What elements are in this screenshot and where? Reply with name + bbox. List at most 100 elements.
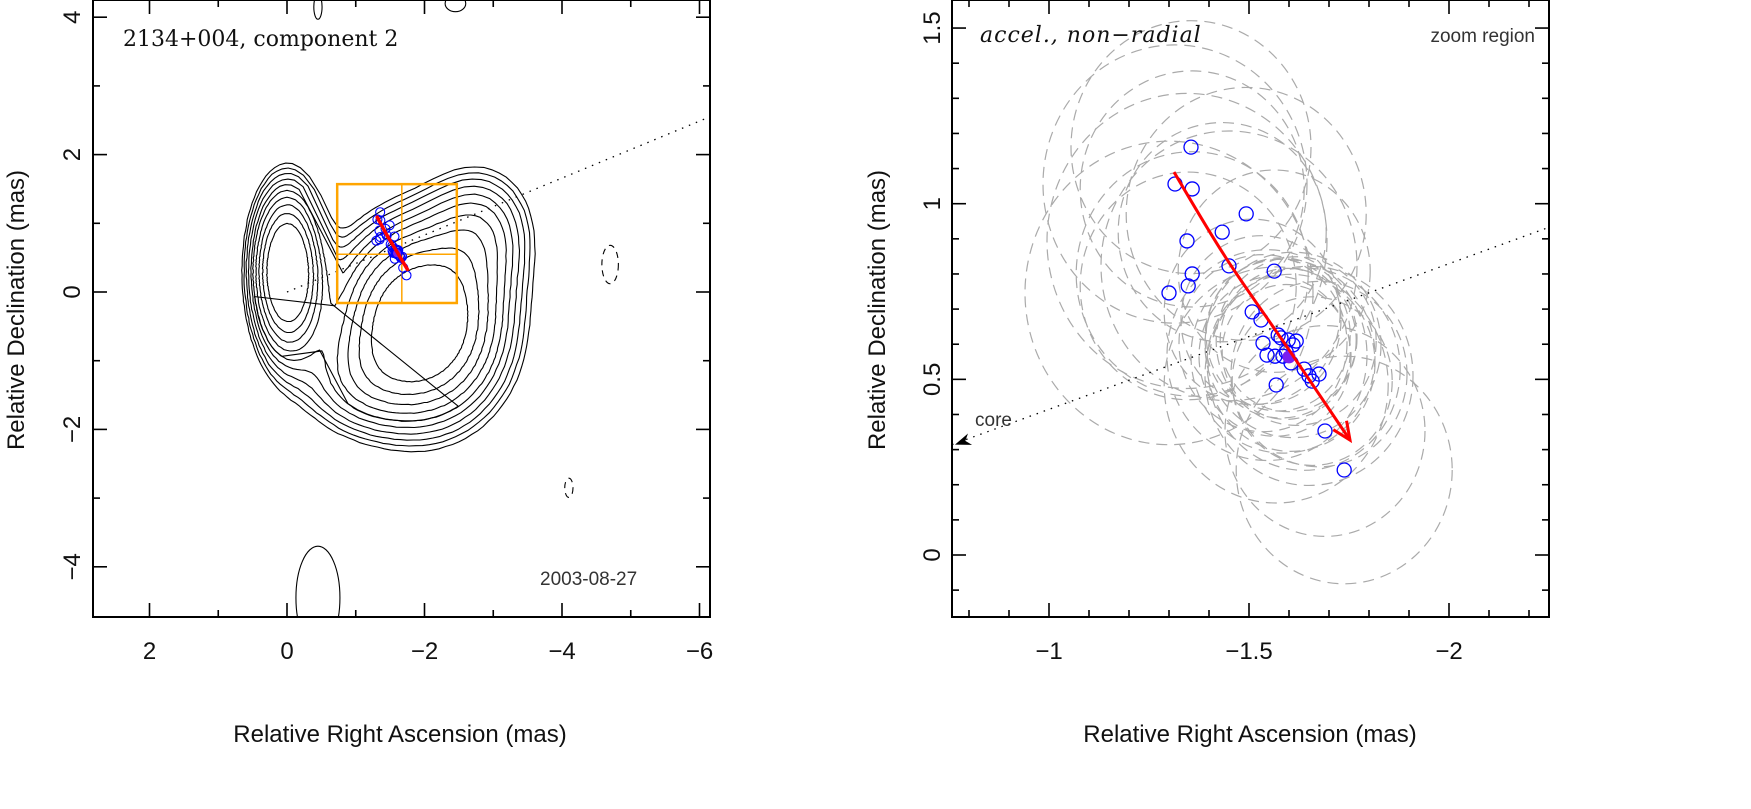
right-panel-zoom: −1 −1.5 −2 0 0.5 1 1.5 accel., non−radial zoom… [864,0,1550,748]
component-size-ellipse [1166,249,1368,462]
contour-line [255,196,324,352]
component-position-marker [1259,347,1275,363]
left-frame [92,0,711,618]
component-size-ellipse [1075,151,1309,397]
component-size-ellipse [1024,140,1314,446]
component-position-marker [1317,423,1333,439]
component-position-marker [1266,263,1282,279]
y-tick-label: 1 [919,197,946,210]
component-size-ellipse [1206,273,1376,452]
y-tick-label: −4 [59,553,86,580]
zoom-region-box [335,182,459,305]
left-y-axis-label: Relative Declination (mas) [3,170,30,450]
right-plot-area [952,20,1549,585]
component-size-ellipse [1042,44,1308,324]
contour-line [241,162,536,453]
contour-line [243,167,531,447]
component-size-ellipse [1215,256,1377,426]
component-size-ellipse [1235,355,1453,585]
x-tick-label: 0 [280,638,293,665]
component-size-ellipse [1070,20,1312,275]
y-tick-label: 0 [919,548,946,561]
y-tick-label: 0.5 [919,363,946,396]
x-tick-label: −6 [686,638,713,665]
x-tick-label: −2 [1435,638,1462,665]
component-position-marker [1161,285,1177,301]
component-size-ellipse [1163,266,1389,504]
component-position-marker [1221,258,1237,274]
contour-line [444,0,467,13]
component-position-marker [1183,139,1199,155]
component-position-marker [401,270,412,281]
x-tick-label: −2 [411,638,438,665]
contour-line [313,0,323,20]
negative-contour [564,477,574,498]
component-size-ellipse [1125,86,1367,341]
component-position-marker [375,207,386,218]
x-tick-label: −1.5 [1225,638,1272,665]
component-position-marker [1180,278,1196,294]
right-x-axis-label: Relative Right Ascension (mas) [1083,721,1416,748]
x-tick-label: −4 [548,638,575,665]
contour-line [295,545,341,617]
right-y-axis-label: Relative Declination (mas) [864,170,891,450]
component-position-marker [1179,233,1195,249]
component-position-marker [1304,373,1320,389]
component-size-ellipse [1221,283,1351,420]
zoom-region-label: zoom region [1430,26,1535,47]
y-tick-label: 2 [59,148,86,161]
component-position-marker [389,231,400,242]
negative-contour [601,244,619,285]
core-direction-line [286,116,710,293]
core-label: core [975,410,1012,431]
contour-line [247,178,521,435]
trajectory-arrowhead-icon [1332,420,1353,444]
component-size-ellipse [1079,70,1305,308]
contour-line [347,229,489,406]
contour-line [258,204,319,343]
component-position-marker [1336,462,1352,478]
component-size-ellipse [1231,296,1393,467]
component-position-marker [1273,330,1289,346]
left-panel-contour-map: 2 0 −2 −4 −6 4 2 0 −2 −4 2134+004, component 2 20… [3,0,713,748]
y-tick-label: 4 [59,11,86,24]
component-size-ellipse [1117,121,1327,343]
component-position-marker [1214,224,1230,240]
left-x-axis-label: Relative Right Ascension (mas) [233,721,566,748]
core-direction-line [952,226,1549,446]
component-position-marker [1238,206,1254,222]
component-size-ellipse [1207,267,1401,471]
right-ticks: −1 −1.5 −2 0 0.5 1 1.5 [919,0,1549,665]
left-title: 2134+004, component 2 [123,27,398,52]
contour-line [266,222,310,323]
component-size-ellipse [1204,265,1414,487]
trajectory-arrow [1172,171,1352,441]
contour-line [370,264,469,383]
left-ticks: 2 0 −2 −4 −6 4 2 0 −2 −4 [59,0,713,665]
y-tick-label: −2 [59,416,86,443]
x-tick-label: −1 [1035,638,1062,665]
component-position-marker [1288,333,1304,349]
component-size-ellipse [1190,258,1376,454]
component-position-marker [1244,304,1260,320]
contour-line [336,214,498,414]
y-tick-label: 1.5 [919,11,946,44]
component-position-marker [371,235,382,246]
component-position-marker [1270,327,1286,343]
right-frame [951,0,1550,618]
component-size-ellipse [1219,267,1357,413]
component-size-ellipse [1079,171,1297,401]
component-size-ellipse [1204,251,1382,439]
epoch-label: 2003-08-27 [540,569,637,590]
x-tick-label: 2 [143,638,156,665]
y-tick-label: 0 [59,285,86,298]
component-size-ellipse [1230,280,1408,468]
component-position-marker [1268,377,1284,393]
left-plot-area [241,0,710,617]
contour-line [261,213,315,334]
component-position-marker [1267,348,1283,364]
trajectory-line [375,215,410,272]
component-size-ellipse [1180,235,1342,405]
component-size-ellipse [1046,92,1328,390]
